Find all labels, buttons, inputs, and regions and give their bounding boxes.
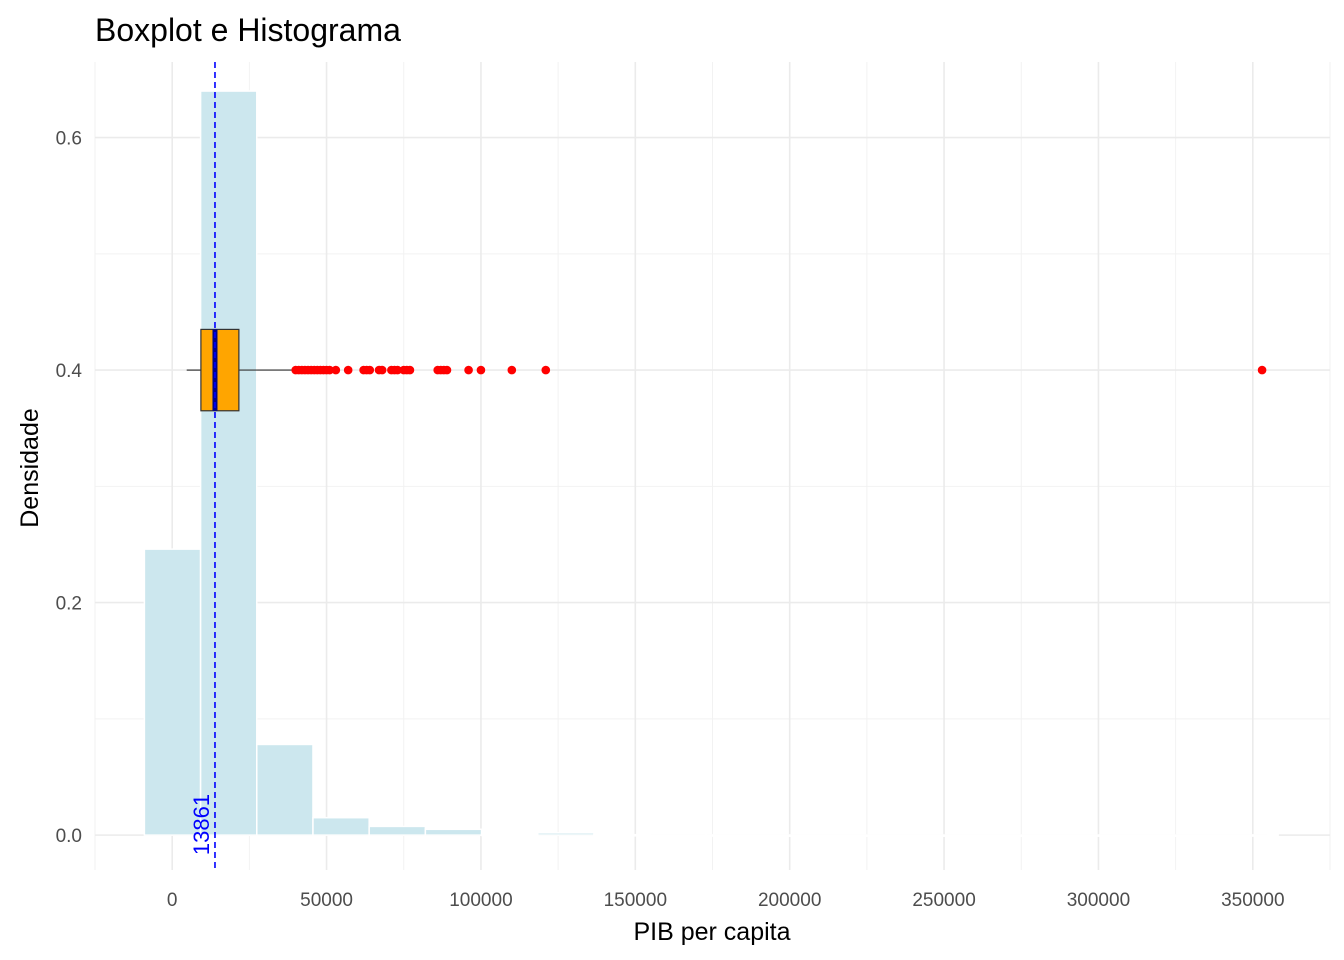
chart-title: Boxplot e Histograma (95, 12, 401, 48)
histogram-bar (1042, 834, 1101, 837)
boxplot-box (200, 328, 240, 412)
boxplot-outliers (291, 365, 1267, 375)
y-tick-label: 0.4 (56, 361, 83, 382)
histogram-bar (986, 834, 1045, 837)
histogram-bar (1267, 834, 1279, 837)
histogram-bar (312, 816, 370, 836)
outlier-point (476, 365, 486, 375)
histogram (143, 90, 1279, 837)
histogram-bar (705, 834, 764, 837)
histogram-bar (536, 832, 595, 836)
x-tick-label: 300000 (1067, 890, 1130, 911)
outlier-point (1257, 365, 1267, 375)
histogram-bar (930, 834, 989, 837)
x-axis-ticks: 0 50000 100000 150000 200000 250000 300000 3500… (167, 890, 1285, 911)
histogram-bar (424, 828, 483, 836)
histogram-bar (199, 90, 258, 836)
y-tick-label: 0.2 (56, 594, 82, 615)
x-tick-label: 50000 (300, 890, 353, 911)
histogram-bar (1155, 834, 1213, 837)
histogram-bar (817, 834, 876, 837)
histogram-bar (761, 834, 820, 837)
x-tick-label: 150000 (604, 890, 667, 911)
x-tick-label: 200000 (758, 890, 821, 911)
histogram-bar (874, 834, 932, 837)
histogram-bar (1211, 834, 1269, 837)
outlier-point (377, 365, 387, 375)
median-label: 13861 (189, 794, 214, 855)
outlier-point (343, 365, 353, 375)
outlier-point (331, 365, 341, 375)
histogram-bar (649, 834, 708, 837)
x-tick-label: 0 (167, 890, 178, 911)
x-tick-label: 250000 (912, 890, 975, 911)
outlier-point (507, 365, 517, 375)
outlier-point (325, 365, 334, 375)
y-axis-title: Densidade (16, 408, 44, 528)
histogram-bar (1098, 834, 1157, 837)
outlier-point (365, 365, 375, 375)
histogram-bar (143, 548, 202, 836)
y-tick-label: 0.6 (56, 129, 82, 150)
histogram-bar (368, 825, 427, 836)
histogram-bar (256, 743, 314, 836)
x-tick-label: 100000 (449, 890, 512, 911)
outlier-point (442, 365, 452, 375)
y-axis-ticks: 0.0 0.2 0.4 0.6 (56, 129, 83, 848)
median-line-group: 13861 (189, 62, 216, 870)
histogram-bar (480, 833, 539, 837)
histogram-bar (593, 833, 651, 837)
x-tick-label: 350000 (1221, 890, 1284, 911)
y-tick-label: 0.0 (56, 826, 82, 847)
outlier-point (405, 365, 415, 375)
outlier-point (541, 365, 551, 375)
outlier-point (464, 365, 473, 375)
outlier-point (393, 365, 402, 375)
x-axis-title: PIB per capita (633, 918, 790, 946)
